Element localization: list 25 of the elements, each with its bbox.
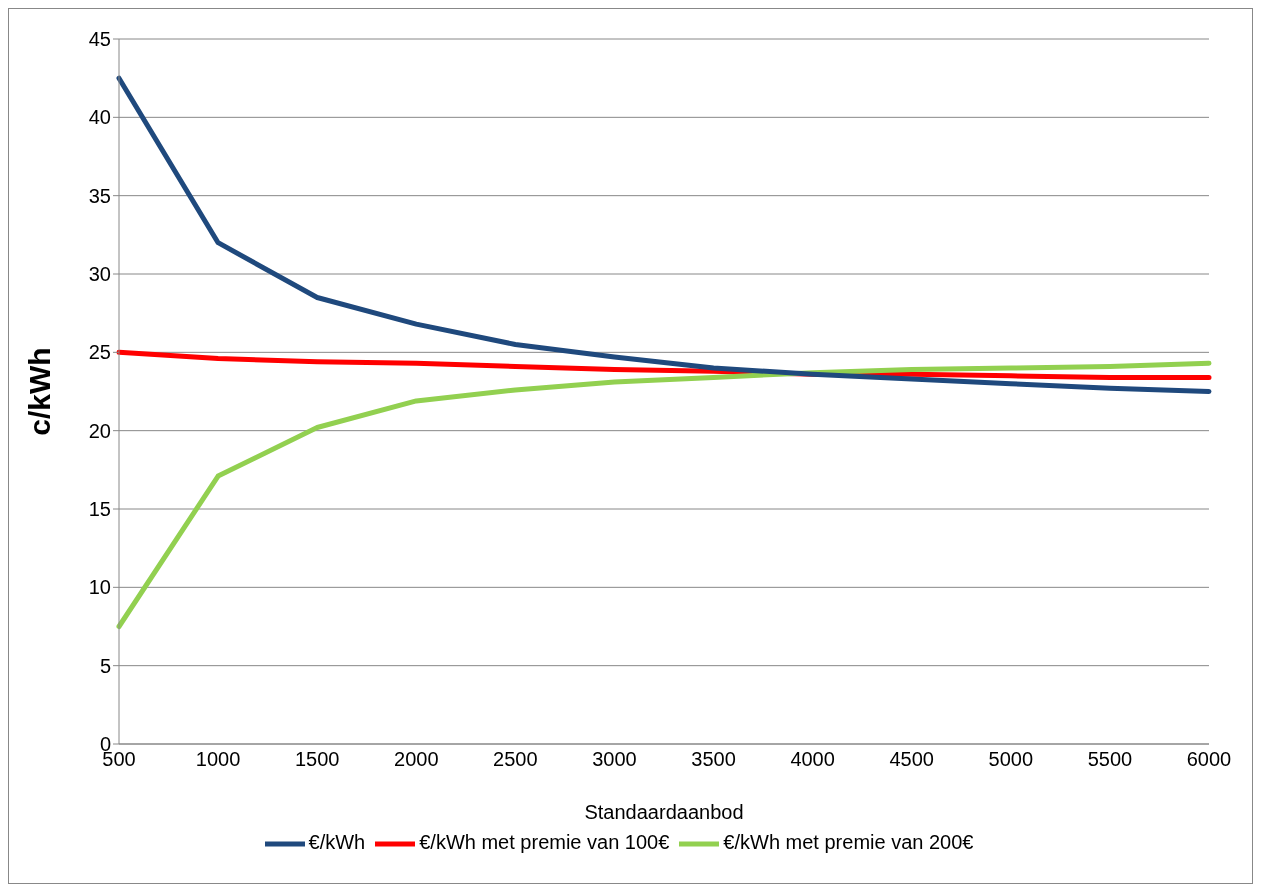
- legend-label: €/kWh met premie van 100€: [419, 831, 670, 854]
- y-tick-label: 5: [99, 654, 111, 677]
- y-tick-label: 30: [88, 263, 111, 286]
- x-tick-label: 1500: [294, 748, 340, 771]
- legend-label: €/kWh: [308, 831, 366, 854]
- y-axis-title: c/kWh: [22, 347, 56, 436]
- y-tick-label: 20: [88, 419, 111, 442]
- x-tick-label: 2500: [493, 748, 538, 771]
- y-tick-label: 45: [88, 28, 111, 51]
- x-tick-label: 6000: [1186, 748, 1232, 771]
- legend-label: €/kWh met premie van 200€: [723, 831, 974, 854]
- x-tick-label: 3000: [592, 748, 637, 771]
- y-tick-label: 35: [88, 184, 111, 207]
- x-tick-label: 5500: [1087, 748, 1133, 771]
- x-tick-label: 3500: [691, 748, 736, 771]
- y-tick-label: 10: [88, 576, 111, 599]
- x-tick-label: 5000: [988, 748, 1034, 771]
- x-axis-title: Standaardaanbod: [584, 801, 744, 823]
- x-tick-label: 1000: [195, 748, 241, 771]
- x-tick-label: 4500: [889, 748, 934, 771]
- x-tick-label: 2000: [394, 748, 439, 771]
- y-tick-label: 25: [88, 341, 111, 364]
- y-tick-label: 40: [88, 106, 111, 129]
- x-tick-label: 4000: [790, 748, 835, 771]
- y-tick-label: 15: [88, 498, 111, 521]
